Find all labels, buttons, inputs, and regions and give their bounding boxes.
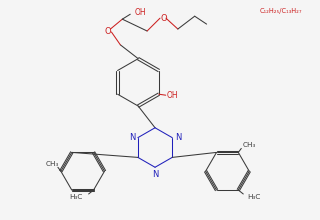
Text: H₃C: H₃C <box>247 194 261 200</box>
Text: H₃C: H₃C <box>69 194 83 200</box>
Text: C₁₂H₂₅/C₁₃H₂₇: C₁₂H₂₅/C₁₃H₂₇ <box>259 8 302 14</box>
Text: O: O <box>104 28 111 37</box>
Text: CH₃: CH₃ <box>243 143 256 148</box>
Text: N: N <box>152 170 158 179</box>
Text: O: O <box>161 14 167 23</box>
Text: N: N <box>129 133 135 142</box>
Text: OH: OH <box>134 8 146 17</box>
Text: CH₃: CH₃ <box>45 161 59 167</box>
Text: OH: OH <box>167 91 179 100</box>
Text: N: N <box>175 133 181 142</box>
